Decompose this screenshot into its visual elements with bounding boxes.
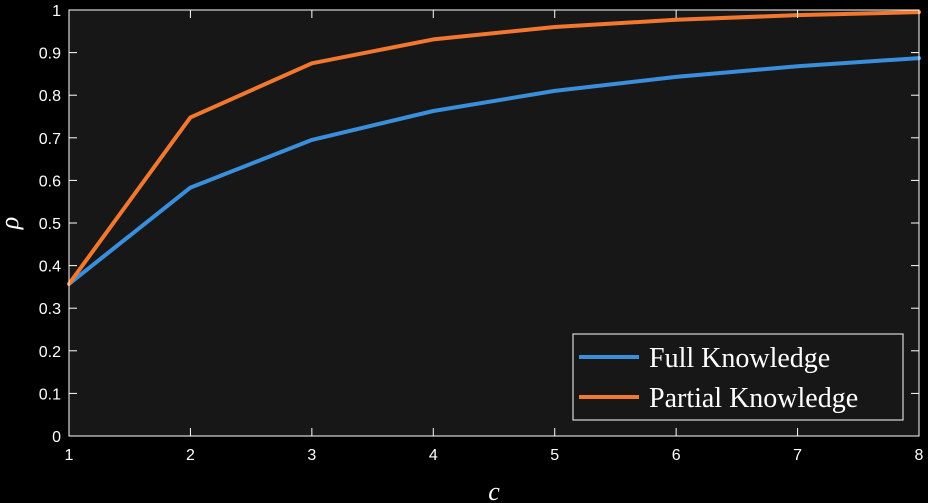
- legend-label-1: Full Knowledge: [649, 343, 830, 374]
- x-tick-label: 8: [915, 447, 924, 464]
- series-line-1: [67, 56, 921, 286]
- legend: Full Knowledge Partial Knowledge: [572, 333, 904, 421]
- y-tick-label: 0.7: [39, 131, 61, 148]
- y-tick-label: 0.4: [39, 259, 61, 276]
- y-tick-label: 0.5: [39, 216, 61, 233]
- x-tick-label: 7: [793, 447, 802, 464]
- y-tick-label: 0.3: [39, 301, 61, 318]
- series-layer: [67, 10, 921, 286]
- series-line-2: [67, 10, 921, 286]
- x-tick-label: 6: [672, 447, 681, 464]
- y-tick-label: 0.1: [39, 386, 61, 403]
- x-tick-label: 1: [65, 447, 74, 464]
- legend-box: [572, 333, 904, 421]
- y-tick-label: 0.2: [39, 344, 61, 361]
- y-tick-label: 0: [52, 429, 61, 446]
- legend-label-2: Partial Knowledge: [649, 383, 858, 414]
- x-axis-label: c: [488, 477, 500, 503]
- x-tick-label: 2: [186, 447, 195, 464]
- y-tick-label: 0.9: [39, 46, 61, 63]
- x-tick-label: 4: [429, 447, 438, 464]
- y-axis: 0 0.1 0.2 0.3 0.4 0.5 0.6 0.7 0.8 0.9 1: [39, 3, 919, 446]
- x-axis: 1 2 3 4 5 6 7 8: [65, 10, 924, 464]
- y-axis-label: ρ: [0, 217, 24, 230]
- y-tick-label: 0.8: [39, 88, 61, 105]
- y-tick-label: 1: [52, 3, 61, 20]
- x-tick-label: 5: [550, 447, 559, 464]
- y-tick-label: 0.6: [39, 173, 61, 190]
- x-tick-label: 3: [307, 447, 316, 464]
